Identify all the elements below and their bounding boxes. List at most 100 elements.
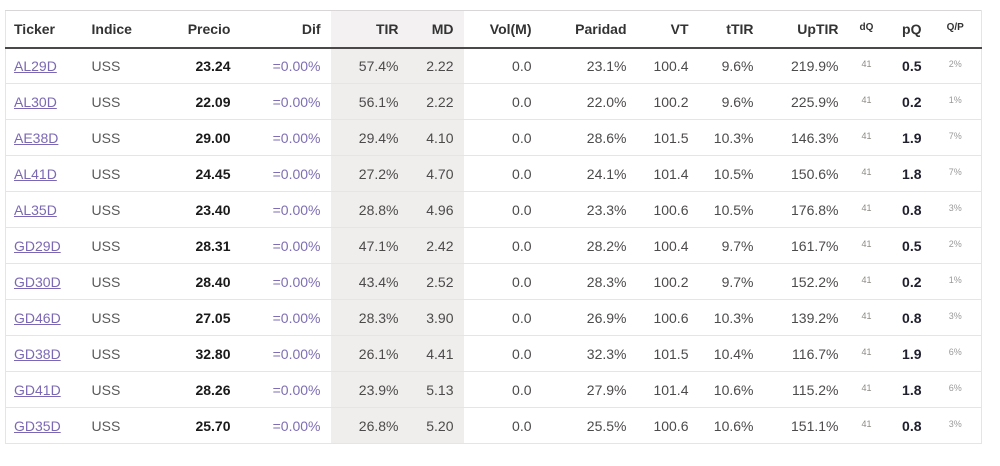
table-row: GD35D USS 25.70 =0.00% 26.8% 5.20 0.0 25.5% 100.… — [5, 407, 982, 444]
cell-value: 0.8 — [902, 309, 922, 326]
cell-value: 1.9 — [902, 129, 922, 146]
cell-pq: 1.9 — [886, 335, 932, 372]
cell-vt: 100.4 — [636, 227, 699, 264]
cell-value: 43.4% — [358, 273, 399, 290]
cell-value: 0.0 — [512, 129, 532, 146]
table-row: AL29D USS 23.24 =0.00% 57.4% 2.22 0.0 23.1% 100.… — [5, 47, 982, 84]
ticker-link[interactable]: GD29D — [14, 237, 61, 254]
cell-value: 0.2 — [902, 273, 922, 290]
table-row: GD30D USS 28.40 =0.00% 43.4% 2.52 0.0 28.3% 100.… — [5, 263, 982, 300]
cell-vt: 100.6 — [636, 407, 699, 444]
cell-vol: 0.0 — [463, 299, 542, 336]
cell-vt: 100.2 — [636, 83, 699, 120]
ticker-link[interactable]: AL30D — [14, 93, 57, 110]
cell-tir: 28.8% — [330, 191, 409, 228]
cell-value: 28.2% — [586, 237, 627, 254]
ticker-link[interactable]: GD35D — [14, 417, 61, 434]
ticker-link[interactable]: AE38D — [14, 129, 59, 146]
cell-ticker: AL29D — [5, 47, 84, 84]
cell-value: 100.4 — [653, 57, 689, 74]
cell-value: 32.3% — [586, 345, 627, 362]
ticker-link[interactable]: GD30D — [14, 273, 61, 290]
cell-ttir: 10.5% — [698, 191, 764, 228]
cell-value: 100.2 — [653, 273, 689, 290]
cell-value: 5.13 — [426, 381, 454, 398]
bonds-table-container: Ticker Indice Precio Dif TIR MD Vol(M) Paridad V… — [5, 10, 982, 444]
cell-value: 101.4 — [653, 165, 689, 182]
cell-precio: 22.09 — [155, 83, 241, 120]
cell-ticker: AE38D — [5, 119, 84, 156]
cell-value: 10.5% — [713, 201, 754, 218]
cell-value: 0.0 — [512, 57, 532, 74]
cell-value: 25.70 — [195, 417, 231, 434]
cell-paridad: 23.3% — [541, 191, 637, 228]
cell-qp: 1% — [931, 83, 982, 120]
cell-precio: 27.05 — [155, 299, 241, 336]
cell-dif: =0.00% — [240, 155, 331, 192]
cell-vol: 0.0 — [463, 47, 542, 84]
cell-value: 23.24 — [195, 57, 231, 74]
cell-ttir: 9.6% — [698, 47, 764, 84]
cell-value: =0.00% — [272, 417, 321, 434]
cell-value: =0.00% — [272, 93, 321, 110]
cell-value: 24.45 — [195, 165, 231, 182]
cell-dq: 41 — [848, 83, 887, 120]
cell-value: 9.7% — [721, 273, 754, 290]
cell-value: 0.2 — [902, 93, 922, 110]
cell-pq: 0.5 — [886, 47, 932, 84]
cell-paridad: 24.1% — [541, 155, 637, 192]
column-header-tir: TIR — [330, 10, 409, 49]
cell-tir: 47.1% — [330, 227, 409, 264]
table-row: AL41D USS 24.45 =0.00% 27.2% 4.70 0.0 24.1% 101.… — [5, 155, 982, 192]
cell-value: 3% — [948, 202, 962, 213]
cell-dif: =0.00% — [240, 407, 331, 444]
cell-value: 0.8 — [902, 417, 922, 434]
cell-ttir: 10.6% — [698, 407, 764, 444]
ticker-link[interactable]: AL41D — [14, 165, 57, 182]
cell-value: 6% — [948, 346, 962, 357]
ticker-link[interactable]: AL29D — [14, 57, 57, 74]
cell-precio: 23.24 — [155, 47, 241, 84]
cell-value: 10.4% — [713, 345, 754, 362]
ticker-link[interactable]: AL35D — [14, 201, 57, 218]
cell-ticker: GD41D — [5, 371, 84, 408]
cell-value: USS — [91, 237, 121, 254]
cell-dif: =0.00% — [240, 83, 331, 120]
cell-value: 27.05 — [195, 309, 231, 326]
cell-value: 41 — [861, 94, 872, 105]
cell-value: 10.6% — [713, 381, 754, 398]
cell-value: 0.0 — [512, 165, 532, 182]
cell-dif: =0.00% — [240, 335, 331, 372]
cell-value: 23.3% — [586, 201, 627, 218]
column-header-uptir: UpTIR — [763, 10, 849, 49]
cell-precio: 29.00 — [155, 119, 241, 156]
cell-value: 41 — [861, 346, 872, 357]
cell-dq: 41 — [848, 371, 887, 408]
ticker-link[interactable]: GD38D — [14, 345, 61, 362]
column-header-vol: Vol(M) — [463, 10, 542, 49]
cell-ticker: GD30D — [5, 263, 84, 300]
cell-ticker: AL41D — [5, 155, 84, 192]
cell-value: 1.8 — [902, 381, 922, 398]
cell-md: 4.96 — [408, 191, 464, 228]
cell-dif: =0.00% — [240, 119, 331, 156]
cell-pq: 0.8 — [886, 191, 932, 228]
cell-value: 146.3% — [791, 129, 839, 146]
ticker-link[interactable]: GD41D — [14, 381, 61, 398]
cell-indice: USS — [83, 83, 156, 120]
ticker-link[interactable]: GD46D — [14, 309, 61, 326]
cell-value: 41 — [861, 58, 872, 69]
cell-value: 0.0 — [512, 345, 532, 362]
cell-value: 0.0 — [512, 93, 532, 110]
cell-qp: 1% — [931, 263, 982, 300]
cell-value: 225.9% — [791, 93, 839, 110]
cell-uptir: 219.9% — [763, 47, 849, 84]
cell-value: USS — [91, 345, 121, 362]
column-header-qp: Q/P — [931, 10, 982, 49]
cell-value: 0.5 — [902, 57, 922, 74]
column-header-label: Precio — [187, 20, 231, 37]
cell-indice: USS — [83, 335, 156, 372]
cell-tir: 27.2% — [330, 155, 409, 192]
cell-paridad: 25.5% — [541, 407, 637, 444]
cell-tir: 43.4% — [330, 263, 409, 300]
